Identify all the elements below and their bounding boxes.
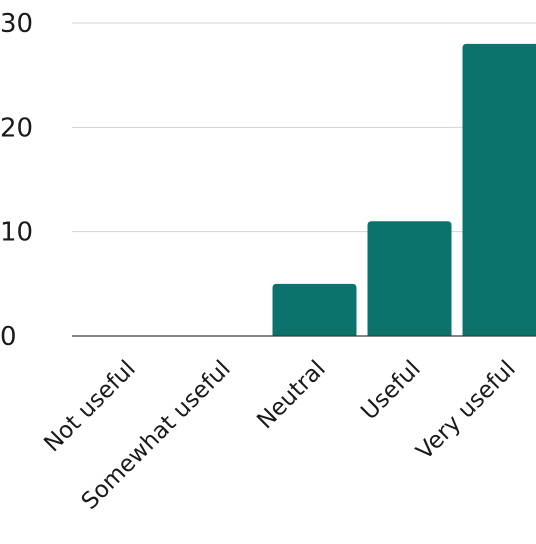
bar-neutral bbox=[272, 283, 357, 336]
y-tick-label: 20 bbox=[0, 113, 33, 143]
gridlines bbox=[72, 22, 536, 233]
bar-useful bbox=[367, 221, 452, 336]
bar-very-useful bbox=[462, 43, 536, 336]
y-tick-label: 10 bbox=[0, 218, 33, 248]
bars bbox=[272, 43, 536, 336]
y-tick-label: 30 bbox=[0, 9, 33, 39]
y-tick-label: 0 bbox=[0, 322, 17, 352]
x-tick-label: Very useful bbox=[412, 356, 521, 465]
x-tick-label: Neutral bbox=[252, 356, 330, 434]
y-axis-tick-labels: 0 10 20 30 bbox=[0, 9, 33, 352]
x-tick-label: Not useful bbox=[39, 356, 140, 457]
x-tick-label: Useful bbox=[356, 356, 425, 425]
